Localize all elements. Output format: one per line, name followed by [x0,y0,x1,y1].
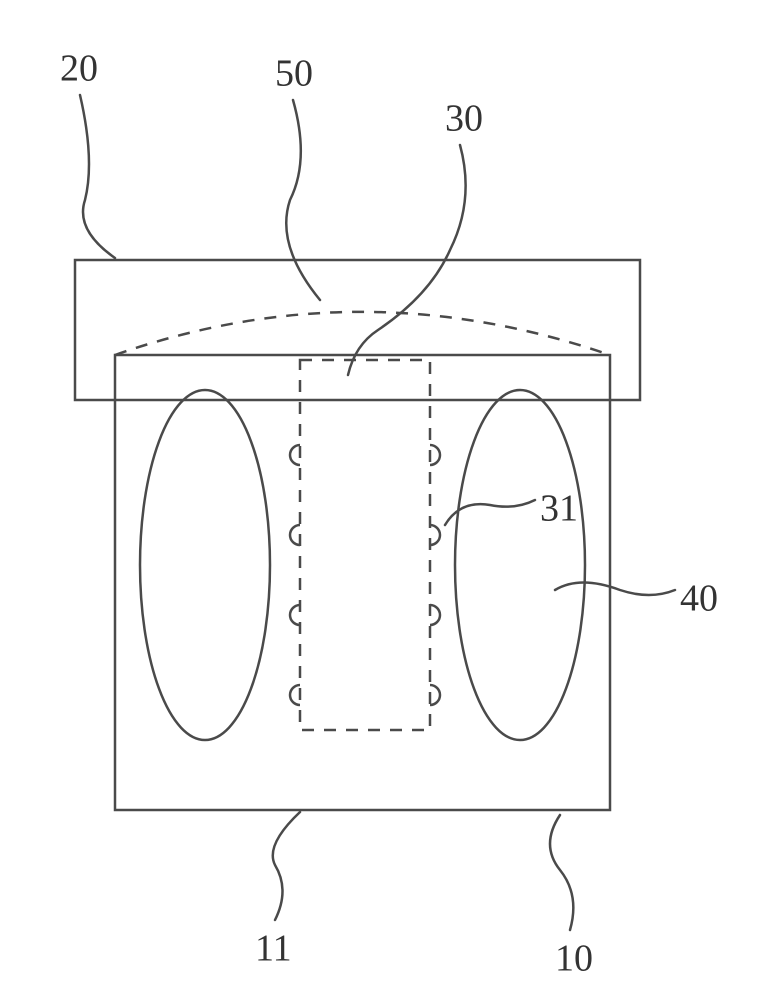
label-31: 31 [540,487,578,529]
label-50: 50 [275,52,313,94]
label-20: 20 [60,47,98,89]
label-40: 40 [680,577,718,619]
label-11: 11 [255,927,292,969]
label-10: 10 [555,937,593,979]
label-30: 30 [445,97,483,139]
